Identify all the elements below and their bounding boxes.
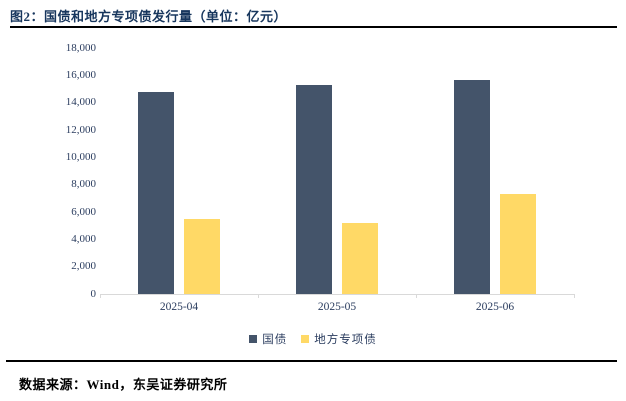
- y-tick-label: 0: [90, 287, 97, 300]
- y-tick-label: 16,000: [65, 68, 96, 81]
- x-axis-label: 2025-05: [317, 301, 357, 313]
- y-tick-label: 4,000: [71, 232, 96, 245]
- y-tick-label: 6,000: [71, 205, 96, 218]
- bar-国债-2025-04: [137, 91, 175, 294]
- footer-rule: [6, 360, 617, 362]
- y-axis: 0 2,000 4,000 6,000 8,000 10,000 12,000 14,000 1…: [0, 42, 96, 300]
- x-axis-label: 2025-04: [159, 301, 199, 313]
- x-axis-label: 2025-06: [475, 301, 515, 313]
- header-rule: [10, 26, 617, 28]
- x-axis-tick: [100, 294, 101, 298]
- y-tick-label: 18,000: [65, 41, 96, 54]
- legend-item: 地方专项债: [301, 331, 377, 347]
- legend-swatch: [249, 335, 258, 343]
- y-tick-label: 8,000: [71, 178, 96, 191]
- chart-legend: 国债 地方专项债: [0, 331, 626, 347]
- legend-swatch: [301, 335, 310, 343]
- bar-地方专项债-2025-04: [183, 218, 221, 294]
- plot-area: [100, 48, 575, 298]
- legend-label: 国债: [262, 334, 288, 346]
- bar-地方专项债-2025-06: [499, 194, 537, 294]
- legend-item: 国债: [249, 331, 287, 347]
- bar-国债-2025-05: [295, 84, 333, 294]
- bar-国债-2025-06: [453, 80, 491, 294]
- y-tick-label: 14,000: [65, 96, 96, 109]
- y-tick-label: 12,000: [65, 123, 96, 136]
- x-axis-tick: [416, 294, 417, 298]
- y-tick-label: 2,000: [71, 260, 96, 273]
- y-tick-label: 10,000: [65, 150, 96, 163]
- bar-地方专项债-2025-05: [341, 222, 379, 294]
- x-axis-tick: [258, 294, 259, 298]
- figure-title: 图2：国债和地方专项债发行量（单位：亿元）: [10, 9, 288, 24]
- legend-label: 地方专项债: [314, 334, 377, 346]
- data-source: 数据来源：Wind，东吴证券研究所: [19, 377, 228, 392]
- x-axis: 2025-04 2025-05 2025-06: [100, 301, 574, 316]
- x-axis-tick: [574, 294, 575, 298]
